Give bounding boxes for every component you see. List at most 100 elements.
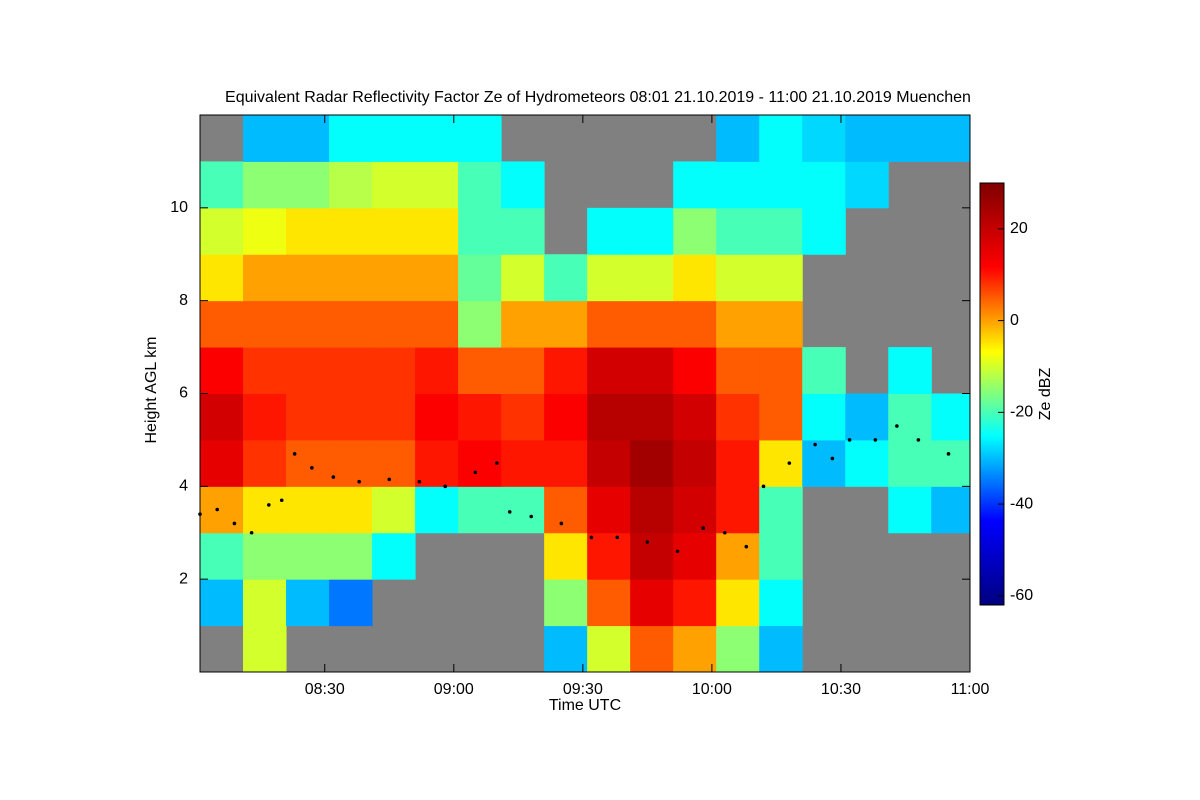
heatmap-cell: [630, 579, 674, 627]
heatmap-cell: [630, 393, 674, 441]
cloud-base-point: [249, 530, 254, 535]
heatmap-cell: [286, 207, 330, 255]
cloud-base-point: [813, 442, 817, 447]
heatmap-cell: [716, 300, 760, 348]
heatmap-cell: [286, 579, 330, 627]
heatmap-cell: [587, 579, 631, 627]
heatmap-cell: [544, 347, 588, 394]
heatmap-cell: [630, 625, 674, 673]
x-tick-label: 10:00: [692, 681, 732, 698]
heatmap-cell: [673, 300, 717, 348]
heatmap-cell: [458, 161, 502, 209]
heatmap-cell: [673, 579, 717, 627]
heatmap-cell: [759, 532, 803, 580]
heatmap-cell: [329, 254, 373, 302]
heatmap-cell: [802, 161, 846, 209]
heatmap-cell: [544, 579, 588, 627]
heatmap-cell: [458, 115, 502, 162]
x-tick-label: 09:00: [434, 681, 474, 698]
heatmap-cell: [200, 207, 244, 255]
heatmap-cell: [243, 347, 287, 394]
heatmap-cell: [759, 393, 803, 441]
heatmap-cell: [415, 439, 459, 487]
cloud-base-point: [559, 521, 564, 526]
cloud-base-point: [645, 540, 650, 544]
heatmap-cell: [759, 207, 803, 255]
heatmap-cell: [759, 115, 803, 162]
cloud-base-point: [443, 484, 447, 489]
cloud-base-point: [761, 484, 766, 489]
cloud-base-point: [387, 477, 392, 482]
heatmap-cell: [243, 300, 287, 348]
heatmap-cell: [329, 207, 373, 255]
heatmap-cell: [200, 300, 244, 348]
heatmap-cell: [501, 439, 545, 487]
cloud-base-point: [473, 470, 478, 475]
heatmap-cell: [243, 532, 287, 580]
heatmap-cell: [329, 532, 373, 580]
heatmap-cell: [243, 439, 287, 487]
y-tick-label: 8: [179, 292, 188, 309]
heatmap-cell: [458, 347, 502, 394]
heatmap-cell: [587, 532, 631, 580]
heatmap-cell: [415, 207, 459, 255]
heatmap-cell: [415, 161, 459, 209]
cloud-base-point: [675, 549, 680, 554]
heatmap-cell: [673, 254, 717, 302]
heatmap-cell: [286, 347, 330, 394]
y-tick-label: 6: [179, 385, 188, 402]
heatmap-cell: [458, 439, 502, 487]
heatmap-cell: [243, 207, 287, 255]
heatmap-cell: [501, 393, 545, 441]
heatmap-cell: [286, 439, 330, 487]
cloud-base-point: [292, 452, 297, 456]
heatmap-cell: [716, 115, 760, 162]
heatmap-cell: [587, 347, 631, 394]
x-axis-label: Time UTC: [549, 697, 621, 714]
heatmap-cell: [716, 254, 760, 302]
heatmap-cell: [329, 486, 373, 534]
heatmap-cell: [458, 486, 502, 534]
heatmap-cell: [458, 300, 502, 348]
heatmap-cell: [286, 115, 330, 162]
heatmap-cell: [200, 347, 244, 394]
heatmap-cell: [759, 579, 803, 627]
heatmap-cell: [372, 300, 416, 348]
heatmap-cell: [587, 486, 631, 534]
heatmap-cell: [243, 393, 287, 441]
heatmap-cell: [587, 625, 631, 673]
heatmap-cell: [286, 486, 330, 534]
cloud-base-point: [701, 526, 706, 530]
heatmap-cell: [243, 579, 287, 627]
cloud-base-point: [873, 438, 878, 442]
heatmap-cell: [329, 347, 373, 394]
heatmap-cell: [716, 625, 760, 673]
heatmap-cell: [415, 486, 459, 534]
cloud-base-point: [946, 452, 951, 456]
heatmap-cell: [200, 439, 244, 487]
heatmap-cell: [372, 393, 416, 441]
cloud-base-point: [589, 535, 594, 540]
heatmap-cell: [587, 393, 631, 441]
heatmap-cell: [845, 439, 889, 487]
heatmap-cell: [931, 486, 971, 534]
heatmap-cell: [372, 439, 416, 487]
heatmap-cell: [501, 347, 545, 394]
heatmap-cell: [372, 161, 416, 209]
heatmap-cell: [845, 115, 889, 162]
heatmap-cell: [587, 207, 631, 255]
cloud-base-point: [417, 479, 422, 484]
cloud-base-point: [495, 461, 499, 465]
colorbar-tick-label: -20: [1010, 404, 1033, 421]
heatmap-cell: [200, 532, 244, 580]
cloud-base-point: [331, 475, 336, 479]
heatmap-cell: [802, 347, 846, 394]
heatmap-cell: [716, 161, 760, 209]
cloud-base-point: [357, 479, 361, 484]
heatmap-cell: [372, 532, 416, 580]
heatmap-cell: [501, 254, 545, 302]
heatmap-cell: [415, 393, 459, 441]
cloud-base-point: [267, 503, 271, 507]
heatmap-cell: [802, 393, 846, 441]
heatmap-cell: [931, 115, 971, 162]
